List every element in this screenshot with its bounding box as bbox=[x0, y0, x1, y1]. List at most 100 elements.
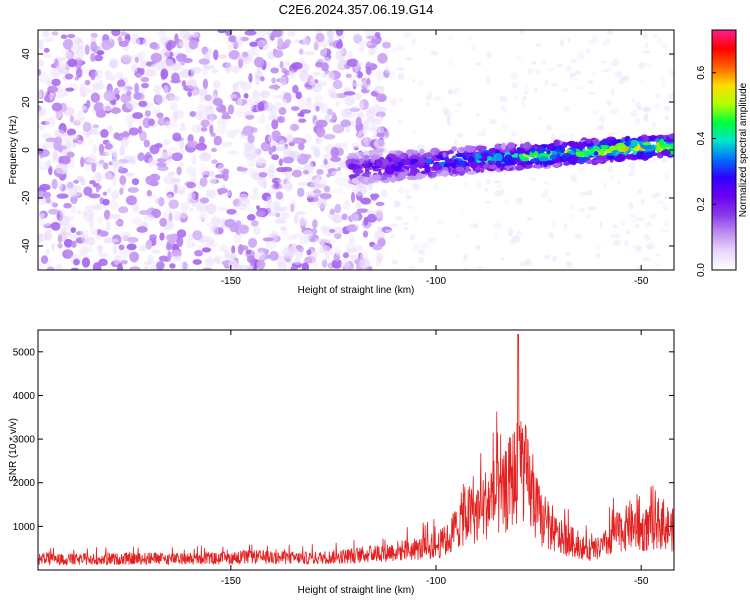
spectrogram-cell bbox=[126, 243, 137, 251]
spectrogram-cell bbox=[319, 102, 329, 114]
spectrogram-cell bbox=[140, 67, 145, 76]
snr-y-axis-label: SNR (10 * v/v) bbox=[8, 418, 19, 482]
spectrogram-cell bbox=[191, 172, 197, 184]
spectrogram-cell bbox=[126, 236, 139, 243]
spectrogram-cell bbox=[273, 94, 282, 99]
spectrogram-cell bbox=[481, 152, 490, 157]
spectrogram-cell bbox=[667, 93, 674, 99]
spectrogram-cell bbox=[227, 150, 240, 156]
spectrogram-cell bbox=[660, 149, 671, 157]
spectrogram-cell bbox=[310, 189, 323, 195]
spectrogram-cell bbox=[348, 233, 355, 244]
spectrogram-cell bbox=[213, 80, 221, 89]
spectrogram-cell bbox=[57, 234, 63, 244]
spectrogram-cell bbox=[668, 68, 674, 77]
spectrogram-cell bbox=[366, 117, 372, 124]
spectrogram-cell bbox=[238, 58, 244, 69]
spectrogram-cell bbox=[539, 146, 546, 152]
spectrogram-cell bbox=[603, 182, 608, 188]
spectrogram-cell bbox=[370, 120, 376, 131]
spectrogram-cell bbox=[396, 67, 405, 71]
spectrogram-cell bbox=[346, 50, 353, 58]
spectrogram-cell bbox=[628, 171, 632, 178]
spectrogram-cell bbox=[70, 227, 77, 233]
spectrogram-cell bbox=[141, 82, 149, 89]
spectrogram-cell bbox=[384, 166, 395, 175]
spectrogram-cell bbox=[314, 93, 323, 105]
spectrogram-cell bbox=[486, 51, 492, 59]
spectrogram-cell bbox=[150, 63, 163, 71]
spectrogram-cell bbox=[160, 228, 171, 233]
spectrogram-cell bbox=[354, 223, 359, 229]
spectrogram-cell bbox=[298, 118, 307, 123]
spectrogram-cell bbox=[169, 263, 176, 269]
spectrogram-cell bbox=[331, 258, 343, 269]
spectrogram-cell bbox=[282, 146, 292, 153]
spectrogram-cell bbox=[47, 85, 59, 93]
spectrogram-cell bbox=[375, 252, 382, 259]
spectrogram-cell bbox=[176, 166, 182, 176]
spectrogram-cell bbox=[271, 145, 277, 152]
spectrogram-cell bbox=[287, 31, 296, 37]
spectrogram-cell bbox=[354, 168, 364, 175]
spectrogram-cell bbox=[113, 132, 120, 140]
spectrogram-cell bbox=[223, 249, 230, 259]
spectrogram-cell bbox=[330, 156, 342, 163]
spectrogram-cell bbox=[568, 133, 574, 141]
spectrogram-cell bbox=[381, 158, 389, 166]
spectrogram-cell bbox=[249, 41, 258, 47]
spectrogram-cell bbox=[574, 86, 584, 90]
spectrogram-cell bbox=[270, 67, 280, 74]
spectrogram-cell bbox=[330, 146, 339, 158]
spectrogram-cell bbox=[44, 229, 53, 241]
spectrogram-cell bbox=[293, 257, 301, 266]
spectrogram-cell bbox=[365, 83, 372, 91]
spectrogram-cell bbox=[382, 41, 392, 49]
spectrogram-cell bbox=[150, 52, 163, 63]
spectrogram-cell bbox=[314, 237, 325, 243]
spectrogram-cell bbox=[80, 229, 89, 238]
spectrogram-cell bbox=[266, 30, 272, 37]
spectrogram-cell bbox=[138, 244, 147, 252]
spectrogram-cell bbox=[111, 30, 121, 37]
colorbar-tick-label: 0.4 bbox=[696, 131, 707, 145]
spectrogram-cell bbox=[322, 226, 335, 236]
spectrogram-cell bbox=[269, 251, 279, 261]
spectrogram-cell bbox=[332, 79, 343, 90]
spectrogram-cell bbox=[77, 210, 82, 215]
spectrogram-cell bbox=[664, 195, 669, 200]
spectrogram-cell bbox=[563, 106, 570, 112]
spectrogram-cell bbox=[120, 138, 130, 148]
spectrogram-cell bbox=[376, 226, 383, 231]
spectrogram-cell bbox=[510, 72, 519, 80]
spectrogram-cell bbox=[38, 72, 50, 84]
spectrogram-cell bbox=[43, 47, 50, 53]
spectrogram-cell bbox=[38, 39, 44, 51]
spectrogram-cell bbox=[291, 247, 298, 255]
spectrogram-cell bbox=[355, 202, 362, 209]
spectrogram-cell bbox=[126, 172, 135, 177]
spectrogram-cell bbox=[494, 143, 502, 151]
spectrogram-cell bbox=[500, 188, 505, 195]
spectrogram-cell bbox=[456, 133, 465, 138]
spectrogram-cell bbox=[568, 215, 576, 220]
spectrogram-cell bbox=[531, 164, 539, 169]
spectrogram-cell bbox=[624, 154, 632, 160]
spectrogram-cell bbox=[407, 172, 417, 177]
spectrogram-cell bbox=[495, 154, 503, 162]
spectrogram-cell bbox=[216, 187, 229, 194]
spectrogram-cell bbox=[591, 138, 600, 146]
spectrogram-cell bbox=[86, 236, 96, 246]
spectrogram-cell bbox=[609, 109, 617, 115]
spectrogram-cell bbox=[119, 146, 126, 156]
spectrogram-cell bbox=[417, 80, 425, 86]
spectrogram-cell bbox=[476, 265, 484, 270]
spectrogram-cell bbox=[179, 68, 191, 79]
spectrogram-cell bbox=[500, 123, 509, 130]
spectrogram-cell bbox=[361, 78, 368, 87]
spectrogram-cell bbox=[88, 193, 101, 199]
spectrogram-cell bbox=[202, 78, 209, 90]
spectrogram-cell bbox=[367, 106, 376, 116]
spectrogram-cell bbox=[314, 79, 319, 84]
spectrogram-cell bbox=[419, 148, 425, 156]
